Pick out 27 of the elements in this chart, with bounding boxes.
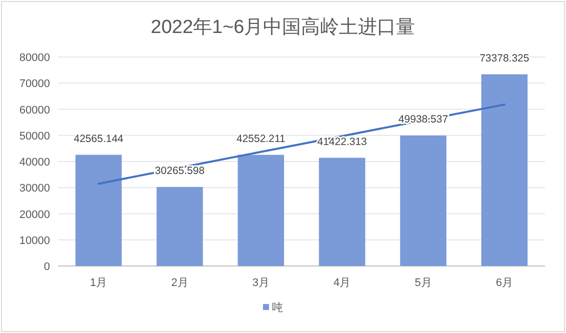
y-tick-label: 50000 [19, 130, 50, 142]
bar [318, 158, 366, 266]
chart-title: 2022年1~6月中国高岭土进口量 [150, 16, 416, 38]
x-tick-label: 6月 [496, 277, 513, 289]
y-tick-label: 10000 [19, 234, 50, 247]
x-tick-label: 1月 [90, 277, 108, 289]
data-label: 73378.325 [480, 52, 530, 64]
x-tick-label: 5月 [414, 277, 432, 289]
y-tick-label: 70000 [19, 78, 50, 90]
y-tick-label: 40000 [19, 156, 50, 168]
data-label: 42565.144 [74, 132, 124, 145]
bar [156, 186, 203, 266]
x-tick-label: 2月 [171, 277, 188, 289]
y-tick-label: 20000 [19, 208, 50, 221]
y-tick-label: 80000 [19, 52, 50, 64]
x-tick-label: 4月 [334, 277, 351, 289]
y-tick-label: 30000 [19, 182, 50, 195]
bar [400, 136, 446, 266]
data-label: 42552.211 [236, 132, 286, 145]
x-tick-label: 3月 [252, 277, 270, 289]
bar [75, 154, 122, 266]
bar [481, 74, 528, 266]
bar [238, 154, 284, 266]
legend-label: 吨 [272, 301, 283, 314]
y-tick-label: 60000 [19, 104, 50, 116]
y-tick-label: 0 [44, 261, 50, 273]
data-label: 41422.313 [317, 136, 368, 148]
